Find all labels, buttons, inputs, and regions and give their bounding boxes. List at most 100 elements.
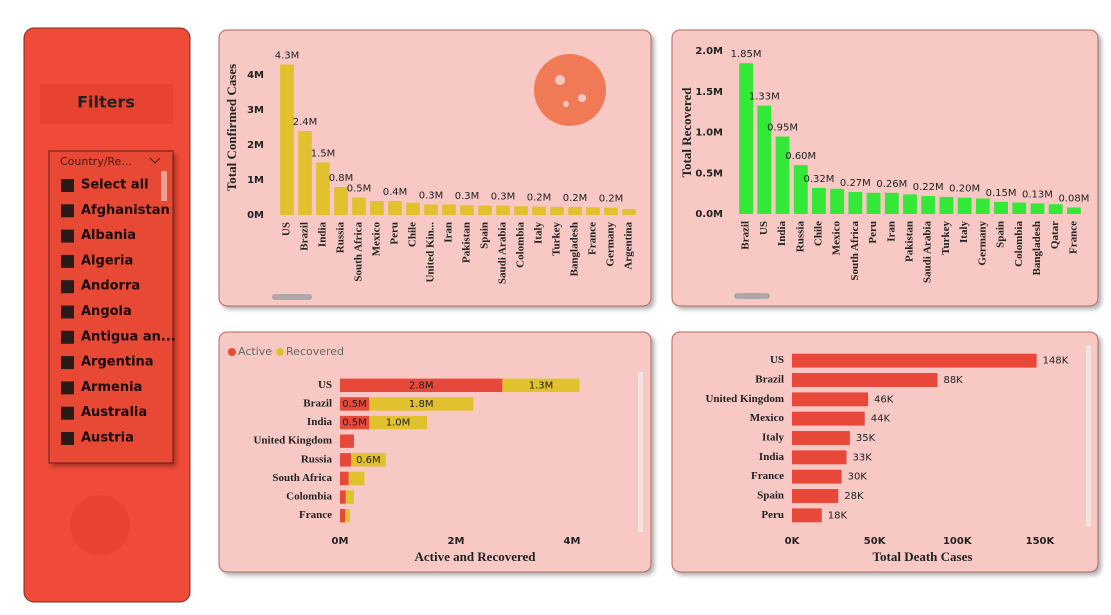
data-label: 0.32M <box>803 174 834 185</box>
bar <box>340 415 369 430</box>
data-label: 0.26M <box>876 179 907 190</box>
bar <box>775 136 790 214</box>
data-label: 0.22M <box>913 182 944 193</box>
data-label: 2.4M <box>293 117 318 128</box>
checkbox[interactable] <box>61 432 74 445</box>
x-tick-label: Saudi Arabia <box>497 222 509 285</box>
bar <box>340 453 352 467</box>
slicer-header[interactable]: Country/Re... <box>60 155 132 168</box>
y-tick-label: US <box>318 379 332 391</box>
y-tick-label: 2M <box>247 140 264 151</box>
bar <box>792 508 822 523</box>
y-tick-label: Brazil <box>303 397 332 409</box>
scrollbar[interactable] <box>638 372 643 532</box>
data-label: 0.2M <box>563 193 588 204</box>
x-tick-label: Pakistan <box>461 222 473 263</box>
data-label: 0.3M <box>491 192 516 203</box>
checkbox[interactable] <box>61 356 74 370</box>
filter-item[interactable]: Albania <box>81 228 136 243</box>
bar <box>406 202 420 215</box>
legend-marker[interactable] <box>276 348 285 356</box>
legend-marker[interactable] <box>228 348 236 356</box>
bar <box>496 205 510 215</box>
bar <box>478 205 492 215</box>
x-tick-label: 50K <box>864 536 887 547</box>
filter-item[interactable]: Antigua an... <box>81 329 176 344</box>
y-tick-label: France <box>299 509 332 521</box>
legend-label[interactable]: Recovered <box>286 345 344 358</box>
bar <box>939 196 954 214</box>
y-tick-label: South Africa <box>272 472 332 484</box>
data-label: 2.8M <box>409 380 434 391</box>
filter-item[interactable]: Afghanistan <box>81 203 170 218</box>
checkbox[interactable] <box>61 280 74 294</box>
data-label: 1.33M <box>749 92 780 103</box>
filter-item[interactable]: Austria <box>81 431 134 446</box>
x-tick-label: Russia <box>335 222 347 254</box>
data-label: 35K <box>856 433 876 444</box>
scrollbar[interactable] <box>734 293 770 299</box>
filter-item[interactable]: Australia <box>81 405 147 420</box>
filter-item[interactable]: Andorra <box>81 279 140 294</box>
scrollbar[interactable] <box>272 294 312 300</box>
checkbox[interactable] <box>61 305 74 319</box>
data-label: 46K <box>874 394 894 405</box>
dropdown-arrow[interactable] <box>149 157 161 164</box>
filter-item[interactable]: Algeria <box>81 253 133 268</box>
panel <box>671 331 1099 573</box>
y-tick-label: 0.0M <box>695 209 723 220</box>
y-tick-label: 2.0M <box>695 46 723 57</box>
data-label: 0.20M <box>949 184 980 195</box>
checkbox[interactable] <box>61 254 74 268</box>
filter-item[interactable]: Armenia <box>81 380 142 395</box>
checkbox[interactable] <box>61 179 74 192</box>
data-label: 1.85M <box>731 49 762 60</box>
data-label: 1.8M <box>409 399 434 410</box>
bar <box>975 198 990 214</box>
checkbox[interactable] <box>61 229 74 243</box>
bar <box>348 471 365 486</box>
y-tick-label: 1M <box>247 175 264 186</box>
bar <box>622 209 636 215</box>
bar <box>340 378 503 393</box>
scrollbar[interactable] <box>161 171 167 201</box>
data-label: 0.08M <box>1058 193 1089 204</box>
bar <box>460 205 474 215</box>
data-label: 0.5M <box>347 184 372 195</box>
filter-item[interactable]: Angola <box>81 304 132 319</box>
x-tick-label: Germany <box>605 222 617 267</box>
data-label: 0.2M <box>599 194 624 205</box>
scrollbar[interactable] <box>1086 346 1091 526</box>
checkbox[interactable] <box>61 381 74 395</box>
x-tick-label: Pakistan <box>904 221 916 262</box>
bar <box>1030 203 1045 214</box>
data-label: 28K <box>844 491 864 502</box>
x-tick-label: South Africa <box>849 221 861 281</box>
x-tick-label: 0K <box>785 536 801 547</box>
bar <box>812 187 826 214</box>
legend-label[interactable]: Active <box>238 345 272 358</box>
y-tick-label: United Kingdom <box>705 393 784 405</box>
data-label: 0.6M <box>356 455 381 466</box>
x-tick-label: Bangladesh <box>569 222 581 276</box>
bar <box>351 453 386 467</box>
checkbox[interactable] <box>61 330 74 344</box>
filter-item[interactable]: Select all <box>81 178 149 193</box>
checkbox[interactable] <box>61 204 74 218</box>
checkbox[interactable] <box>61 406 74 420</box>
x-tick-label: United Kin... <box>425 222 437 283</box>
x-tick-label: Brazil <box>299 222 311 251</box>
x-tick-label: Peru <box>867 221 879 244</box>
x-tick-label: France <box>1067 221 1079 254</box>
data-label: 0.2M <box>527 193 552 204</box>
y-tick-label: France <box>751 470 784 482</box>
filter-item[interactable]: Argentina <box>81 355 154 370</box>
bar <box>757 105 772 214</box>
data-label: 0.15M <box>986 188 1017 199</box>
bar <box>792 431 850 445</box>
data-label: 0.5M <box>342 399 367 410</box>
x-axis-title: Total Death Cases <box>873 549 973 564</box>
x-tick-label: Spain <box>479 222 491 249</box>
y-tick-label: Brazil <box>755 374 784 386</box>
x-tick-label: Italy <box>533 222 545 245</box>
